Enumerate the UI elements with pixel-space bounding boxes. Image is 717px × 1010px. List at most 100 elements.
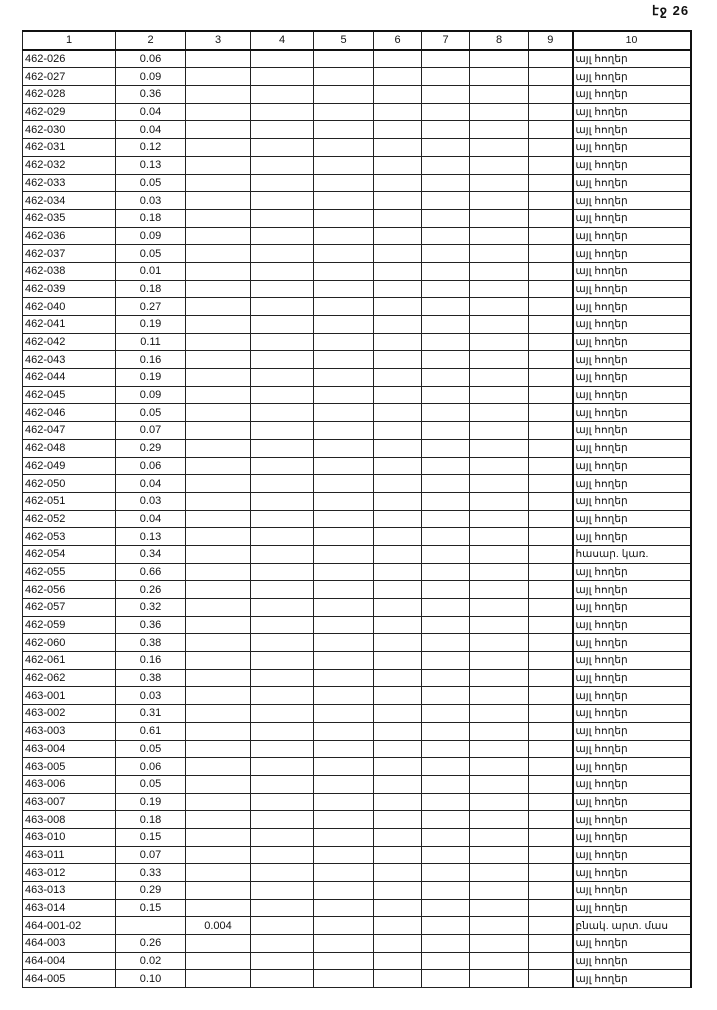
empty-cell xyxy=(250,279,314,299)
area-cell: 0.34 xyxy=(115,544,186,564)
parcel-code-cell: 463-011 xyxy=(22,845,116,865)
empty-cell xyxy=(528,208,573,228)
area-cell: 0.15 xyxy=(115,827,186,847)
col3-cell xyxy=(185,827,251,847)
parcel-code-cell: 462-040 xyxy=(22,297,116,316)
empty-cell xyxy=(421,385,470,405)
empty-cell xyxy=(528,916,573,936)
empty-cell xyxy=(421,544,470,564)
land-type-cell: այլ հողեր xyxy=(571,421,692,440)
table-row: 464-004 0.02 այլ հողեր xyxy=(22,951,692,971)
empty-cell xyxy=(313,261,374,281)
table-row: 462-026 0.06 այլ հողեր xyxy=(22,49,692,69)
empty-cell xyxy=(421,757,470,776)
empty-cell xyxy=(421,102,470,122)
empty-cell xyxy=(469,368,529,387)
empty-cell xyxy=(528,138,573,157)
empty-cell xyxy=(313,297,374,316)
land-type-cell: այլ հողեր xyxy=(571,244,692,263)
empty-cell xyxy=(250,544,314,564)
empty-cell xyxy=(313,226,374,246)
empty-cell xyxy=(421,668,470,688)
empty-cell xyxy=(528,774,573,794)
parcel-code-cell: 462-026 xyxy=(22,49,116,69)
empty-cell xyxy=(313,491,374,511)
land-type-cell: այլ հողեր xyxy=(571,845,692,865)
empty-cell xyxy=(373,810,422,829)
parcel-code-cell: 462-035 xyxy=(22,208,116,228)
empty-cell xyxy=(250,67,314,87)
parcel-code-cell: 463-008 xyxy=(22,810,116,829)
empty-cell xyxy=(469,969,529,989)
empty-cell xyxy=(421,898,470,918)
empty-cell xyxy=(373,226,422,246)
empty-cell xyxy=(469,615,529,635)
empty-cell xyxy=(373,85,422,104)
land-type-cell: այլ հողեր xyxy=(571,85,692,104)
parcel-code-cell: 464-005 xyxy=(22,969,116,989)
land-type-cell: բնակ. արտ. մաս xyxy=(571,916,692,936)
empty-cell xyxy=(250,527,314,546)
area-cell: 0.61 xyxy=(115,721,186,741)
column-header: 10 xyxy=(571,30,692,51)
land-type-cell: այլ հողեր xyxy=(571,138,692,157)
empty-cell xyxy=(469,350,529,370)
empty-cell xyxy=(373,509,422,529)
empty-cell xyxy=(373,668,422,688)
parcel-code-cell: 462-033 xyxy=(22,173,116,193)
area-cell: 0.10 xyxy=(115,969,186,989)
column-header: 3 xyxy=(185,30,251,51)
empty-cell xyxy=(373,261,422,281)
empty-cell xyxy=(313,138,374,157)
empty-cell xyxy=(528,827,573,847)
empty-cell xyxy=(421,491,470,511)
parcel-code-cell: 462-036 xyxy=(22,226,116,246)
empty-cell xyxy=(373,969,422,989)
empty-cell xyxy=(373,774,422,794)
empty-cell xyxy=(373,350,422,370)
empty-cell xyxy=(313,651,374,670)
empty-cell xyxy=(313,244,374,263)
empty-cell xyxy=(528,120,573,140)
empty-cell xyxy=(373,739,422,759)
land-type-cell: այլ հողեր xyxy=(571,951,692,971)
area-cell: 0.01 xyxy=(115,261,186,281)
empty-cell xyxy=(421,120,470,140)
empty-cell xyxy=(250,810,314,829)
land-type-cell: այլ հողեր xyxy=(571,191,692,210)
area-cell: 0.18 xyxy=(115,208,186,228)
area-cell: 0.12 xyxy=(115,138,186,157)
col3-cell xyxy=(185,527,251,546)
empty-cell xyxy=(250,474,314,493)
empty-cell xyxy=(528,191,573,210)
table-row: 462-051 0.03 այլ հողեր xyxy=(22,491,692,511)
empty-cell xyxy=(250,721,314,741)
land-type-cell: այլ հողեր xyxy=(571,704,692,723)
land-type-cell: այլ հողեր xyxy=(571,898,692,918)
table-row: 462-062 0.38 այլ հողեր xyxy=(22,668,692,688)
empty-cell xyxy=(313,438,374,458)
table-row: 462-031 0.12 այլ հողեր xyxy=(22,138,692,157)
land-type-cell: այլ հողեր xyxy=(571,67,692,87)
empty-cell xyxy=(421,916,470,936)
empty-cell xyxy=(421,226,470,246)
empty-cell xyxy=(373,191,422,210)
empty-cell xyxy=(469,580,529,599)
empty-cell xyxy=(373,544,422,564)
empty-cell xyxy=(528,792,573,812)
empty-cell xyxy=(313,456,374,476)
table-row: 462-040 0.27 այլ հողեր xyxy=(22,297,692,316)
empty-cell xyxy=(421,438,470,458)
table-row: 464-001-02 0.004 բնակ. արտ. մաս xyxy=(22,916,692,936)
empty-cell xyxy=(469,191,529,210)
area-cell: 0.07 xyxy=(115,845,186,865)
land-type-cell: այլ հողեր xyxy=(571,491,692,511)
empty-cell xyxy=(250,598,314,617)
table-row: 463-014 0.15 այլ հողեր xyxy=(22,898,692,918)
page-number: էջ 26 xyxy=(652,3,690,18)
column-header: 2 xyxy=(115,30,186,51)
area-cell: 0.31 xyxy=(115,704,186,723)
empty-cell xyxy=(313,881,374,900)
col3-cell xyxy=(185,173,251,193)
area-cell: 0.04 xyxy=(115,474,186,493)
